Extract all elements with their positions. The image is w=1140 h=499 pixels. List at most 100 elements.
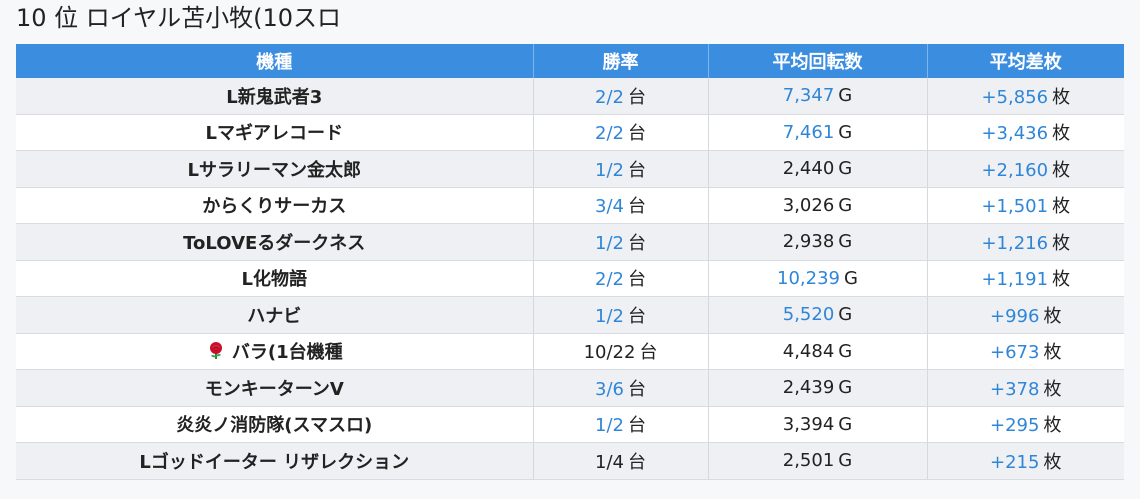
avg-diff-value: +996 bbox=[990, 305, 1040, 327]
cell-avg-spins: 7,461 G bbox=[708, 114, 928, 151]
cell-avg-spins: 2,938 G bbox=[708, 223, 928, 261]
cell-win-rate: 1/2 台 bbox=[533, 223, 709, 261]
avg-diff-value: +1,501 bbox=[981, 196, 1049, 218]
table-row: モンキーターンV 3/6 台 2,439 G +378 枚 bbox=[16, 369, 1124, 407]
avg-diff-value: +295 bbox=[990, 415, 1040, 437]
machine-name: L新鬼武者3 bbox=[226, 86, 323, 108]
avg-spins-unit: G bbox=[838, 85, 853, 107]
avg-diff-unit: 枚 bbox=[1052, 123, 1071, 145]
avg-spins-unit: G bbox=[838, 450, 853, 472]
cell-avg-diff: +215 枚 bbox=[927, 442, 1124, 480]
table-header-row: 機種 勝率 平均回転数 平均差枚 bbox=[16, 44, 1124, 78]
table-row: からくりサーカス 3/4 台 3,026 G +1,501 枚 bbox=[16, 187, 1124, 224]
win-rate-unit: 台 bbox=[627, 378, 646, 400]
cell-avg-diff: +996 枚 bbox=[927, 296, 1124, 334]
machine-name: L化物語 bbox=[241, 269, 307, 291]
cell-avg-diff: +3,436 枚 bbox=[927, 114, 1124, 151]
avg-spins-unit: G bbox=[838, 121, 853, 143]
cell-win-rate: 3/4 台 bbox=[533, 187, 709, 224]
cell-avg-spins: 2,501 G bbox=[708, 442, 928, 480]
avg-spins-unit: G bbox=[844, 267, 858, 289]
avg-spins-value: 10,239 bbox=[777, 267, 841, 289]
avg-diff-unit: 枚 bbox=[1052, 269, 1071, 291]
win-rate-value: 2/2 bbox=[595, 123, 624, 145]
win-rate-unit: 台 bbox=[627, 196, 646, 218]
machine-name: 炎炎ノ消防隊(スマスロ) bbox=[176, 415, 373, 437]
cell-machine: Lゴッドイーター リザレクション bbox=[16, 442, 534, 480]
cell-win-rate: 1/4 台 bbox=[533, 442, 709, 480]
avg-diff-value: +378 bbox=[990, 378, 1040, 400]
cell-avg-diff: +1,216 枚 bbox=[927, 223, 1124, 261]
win-rate-unit: 台 bbox=[627, 159, 646, 181]
win-rate-value: 3/4 bbox=[595, 196, 624, 218]
avg-diff-value: +673 bbox=[990, 342, 1040, 364]
avg-spins-unit: G bbox=[838, 340, 853, 362]
machine-name: Lマギアレコード bbox=[205, 123, 343, 145]
machine-name: ToLOVEるダークネス bbox=[183, 232, 366, 254]
avg-spins-value: 5,520 bbox=[782, 304, 835, 326]
cell-win-rate: 1/2 台 bbox=[533, 296, 709, 334]
cell-avg-diff: +1,501 枚 bbox=[927, 187, 1124, 224]
rose-icon bbox=[206, 341, 226, 361]
cell-avg-spins: 5,520 G bbox=[708, 296, 928, 334]
cell-avg-spins: 3,026 G bbox=[708, 187, 928, 224]
cell-avg-spins: 2,440 G bbox=[708, 150, 928, 188]
cell-avg-spins: 3,394 G bbox=[708, 406, 928, 443]
avg-spins-unit: G bbox=[838, 194, 853, 216]
avg-spins-value: 7,461 bbox=[782, 121, 835, 143]
table-row: ToLOVEるダークネス 1/2 台 2,938 G +1,216 枚 bbox=[16, 223, 1124, 261]
column-header-win-rate: 勝率 bbox=[533, 44, 709, 78]
cell-machine: L新鬼武者3 bbox=[16, 78, 534, 115]
machine-name: Lサラリーマン金太郎 bbox=[187, 159, 361, 181]
avg-spins-unit: G bbox=[838, 304, 853, 326]
win-rate-unit: 台 bbox=[627, 305, 646, 327]
cell-win-rate: 2/2 台 bbox=[533, 260, 709, 297]
avg-diff-unit: 枚 bbox=[1052, 159, 1071, 181]
avg-spins-value: 2,501 bbox=[782, 450, 835, 472]
avg-diff-value: +215 bbox=[990, 451, 1040, 473]
cell-avg-diff: +2,160 枚 bbox=[927, 150, 1124, 188]
cell-win-rate: 3/6 台 bbox=[533, 369, 709, 407]
table-row: バラ(1台機種 10/22 台 4,484 G +673 枚 bbox=[16, 333, 1124, 370]
win-rate-value: 1/4 bbox=[595, 451, 624, 473]
cell-machine: L化物語 bbox=[16, 260, 534, 297]
win-rate-unit: 台 bbox=[627, 269, 646, 291]
column-header-avg-diff: 平均差枚 bbox=[927, 44, 1124, 78]
win-rate-value: 1/2 bbox=[595, 232, 624, 254]
avg-spins-value: 2,938 bbox=[782, 231, 835, 253]
cell-win-rate: 1/2 台 bbox=[533, 150, 709, 188]
cell-avg-diff: +673 枚 bbox=[927, 333, 1124, 370]
column-header-machine: 機種 bbox=[16, 44, 534, 78]
cell-win-rate: 10/22 台 bbox=[533, 333, 709, 370]
avg-diff-value: +2,160 bbox=[981, 159, 1049, 181]
avg-diff-value: +5,856 bbox=[981, 86, 1049, 108]
ranking-table: 機種 勝率 平均回転数 平均差枚 L新鬼武者3 2/2 台 7,347 G +5,856 枚… bbox=[16, 44, 1124, 480]
avg-spins-value: 2,439 bbox=[782, 377, 835, 399]
cell-machine: Lサラリーマン金太郎 bbox=[16, 150, 534, 188]
table-body: L新鬼武者3 2/2 台 7,347 G +5,856 枚 Lマギアレコード 2/2 台 7,461… bbox=[16, 78, 1124, 480]
avg-spins-value: 4,484 bbox=[782, 340, 835, 362]
cell-avg-spins: 10,239 G bbox=[708, 260, 928, 297]
win-rate-value: 10/22 bbox=[583, 342, 636, 364]
machine-name: モンキーターンV bbox=[204, 378, 344, 400]
avg-spins-unit: G bbox=[838, 158, 853, 180]
cell-machine: Lマギアレコード bbox=[16, 114, 534, 151]
avg-diff-value: +1,216 bbox=[981, 232, 1049, 254]
win-rate-unit: 台 bbox=[627, 86, 646, 108]
win-rate-value: 3/6 bbox=[595, 378, 624, 400]
cell-avg-spins: 4,484 G bbox=[708, 333, 928, 370]
win-rate-value: 1/2 bbox=[595, 159, 624, 181]
avg-diff-unit: 枚 bbox=[1043, 342, 1062, 364]
machine-name: バラ(1台機種 bbox=[231, 342, 343, 364]
cell-win-rate: 2/2 台 bbox=[533, 78, 709, 115]
cell-avg-spins: 2,439 G bbox=[708, 369, 928, 407]
cell-machine: 炎炎ノ消防隊(スマスロ) bbox=[16, 406, 534, 443]
table-row: ハナビ 1/2 台 5,520 G +996 枚 bbox=[16, 296, 1124, 334]
cell-avg-diff: +378 枚 bbox=[927, 369, 1124, 407]
table-row: L新鬼武者3 2/2 台 7,347 G +5,856 枚 bbox=[16, 78, 1124, 115]
avg-diff-unit: 枚 bbox=[1043, 415, 1062, 437]
table-row: 炎炎ノ消防隊(スマスロ) 1/2 台 3,394 G +295 枚 bbox=[16, 406, 1124, 443]
machine-name: からくりサーカス bbox=[202, 196, 347, 218]
avg-diff-unit: 枚 bbox=[1052, 232, 1071, 254]
table-row: Lマギアレコード 2/2 台 7,461 G +3,436 枚 bbox=[16, 114, 1124, 151]
